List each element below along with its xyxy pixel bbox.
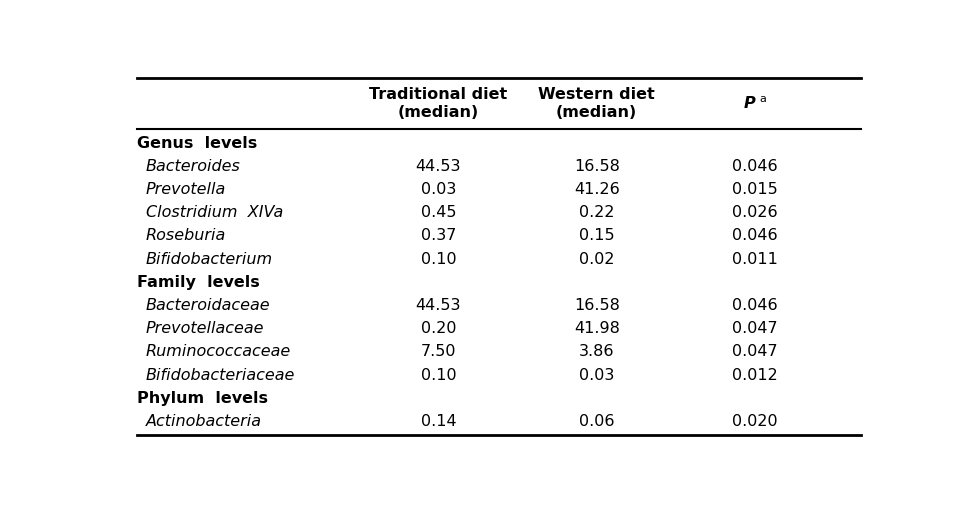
Text: 0.15: 0.15 bbox=[579, 229, 615, 244]
Text: 0.06: 0.06 bbox=[579, 414, 614, 429]
Text: Phylum  levels: Phylum levels bbox=[136, 391, 268, 406]
Text: 41.26: 41.26 bbox=[574, 182, 620, 197]
Text: Ruminococcaceae: Ruminococcaceae bbox=[146, 345, 291, 359]
Text: 0.026: 0.026 bbox=[733, 205, 777, 220]
Text: Genus  levels: Genus levels bbox=[136, 135, 257, 150]
Text: 0.22: 0.22 bbox=[579, 205, 614, 220]
Text: 0.03: 0.03 bbox=[579, 368, 614, 383]
Text: 0.011: 0.011 bbox=[732, 252, 778, 267]
Text: 0.047: 0.047 bbox=[733, 345, 777, 359]
Text: 0.047: 0.047 bbox=[733, 321, 777, 336]
Text: 41.98: 41.98 bbox=[574, 321, 620, 336]
Text: 0.20: 0.20 bbox=[420, 321, 456, 336]
Text: 0.37: 0.37 bbox=[420, 229, 456, 244]
Text: 0.012: 0.012 bbox=[732, 368, 778, 383]
Text: 7.50: 7.50 bbox=[420, 345, 456, 359]
Text: Prevotellaceae: Prevotellaceae bbox=[146, 321, 265, 336]
Text: Family  levels: Family levels bbox=[136, 275, 260, 290]
Text: 0.10: 0.10 bbox=[420, 252, 456, 267]
Text: Prevotella: Prevotella bbox=[146, 182, 226, 197]
Text: Roseburia: Roseburia bbox=[146, 229, 226, 244]
Text: 0.046: 0.046 bbox=[733, 229, 777, 244]
Text: 0.015: 0.015 bbox=[732, 182, 778, 197]
Text: Clostridium  XIVa: Clostridium XIVa bbox=[146, 205, 283, 220]
Text: 0.02: 0.02 bbox=[579, 252, 614, 267]
Text: Traditional diet
(median): Traditional diet (median) bbox=[369, 87, 508, 119]
Text: Bacteroides: Bacteroides bbox=[146, 159, 240, 174]
Text: 44.53: 44.53 bbox=[415, 159, 461, 174]
Text: 16.58: 16.58 bbox=[574, 298, 620, 313]
Text: 16.58: 16.58 bbox=[574, 159, 620, 174]
Text: 0.14: 0.14 bbox=[420, 414, 456, 429]
Text: 44.53: 44.53 bbox=[415, 298, 461, 313]
Text: Actinobacteria: Actinobacteria bbox=[146, 414, 262, 429]
Text: 0.046: 0.046 bbox=[733, 159, 777, 174]
Text: 0.03: 0.03 bbox=[420, 182, 456, 197]
Text: 0.046: 0.046 bbox=[733, 298, 777, 313]
Text: 0.10: 0.10 bbox=[420, 368, 456, 383]
Text: Western diet
(median): Western diet (median) bbox=[538, 87, 655, 119]
Text: $\bfit{P}$ $^\mathregular{a}$: $\bfit{P}$ $^\mathregular{a}$ bbox=[742, 95, 768, 112]
Text: 0.020: 0.020 bbox=[733, 414, 777, 429]
Text: Bacteroidaceae: Bacteroidaceae bbox=[146, 298, 270, 313]
Text: 0.45: 0.45 bbox=[420, 205, 456, 220]
Text: Bifidobacterium: Bifidobacterium bbox=[146, 252, 272, 267]
Text: 3.86: 3.86 bbox=[579, 345, 614, 359]
Text: Bifidobacteriaceae: Bifidobacteriaceae bbox=[146, 368, 295, 383]
